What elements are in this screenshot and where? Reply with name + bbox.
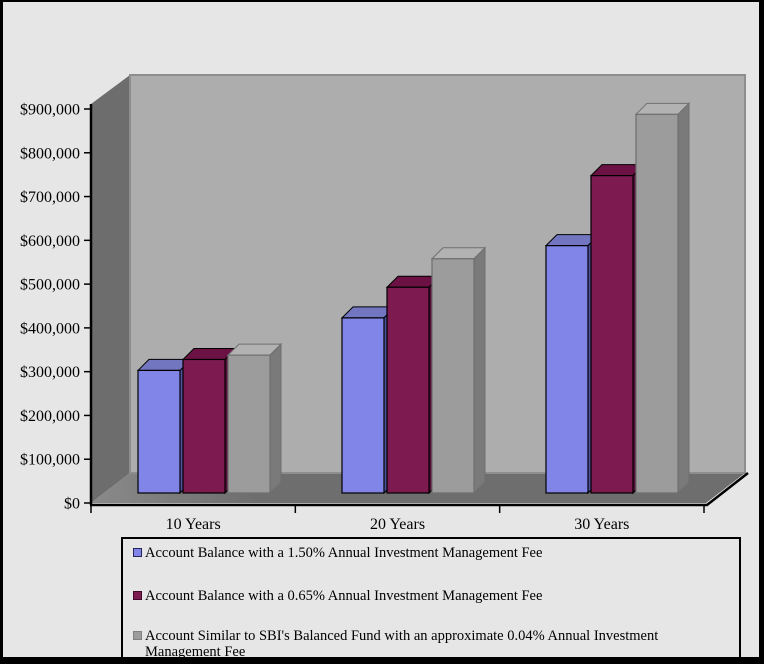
legend-label-series3: Account Similar to SBI's Balanced Fund w… [145, 628, 659, 660]
legend-label-series2: Account Balance with a 0.65% Annual Inve… [145, 588, 543, 604]
bar-series1-10-years [137, 369, 181, 494]
side-wall [91, 75, 130, 503]
bar-series3-20-years-side [473, 246, 486, 495]
y-tick-label: $900,000 [20, 102, 80, 119]
bar-series3-30-years [635, 113, 679, 494]
legend-swatch-series2-icon [133, 591, 142, 600]
chart-plot-area: $0 $100,000 $200,000 $300,000 $400,000 $500,0… [20, 74, 749, 533]
bar-series3-20-years [431, 258, 475, 494]
legend-swatch-series3-icon [133, 631, 142, 640]
y-tick-label: $400,000 [20, 320, 80, 337]
bar-series3-30-years-side [677, 102, 690, 495]
bar-series1-30-years [545, 245, 589, 494]
bar-series3-10-years-side [269, 342, 282, 495]
chart-legend: Account Balance with a 1.50% Annual Inve… [121, 537, 741, 660]
legend-entry-2: Account Balance with a 0.65% Annual Inve… [133, 588, 733, 604]
legend-swatch-series1-icon [133, 548, 142, 557]
bar-series1-20-years [341, 317, 385, 494]
y-tick-label: $500,000 [20, 277, 80, 294]
y-tick-label: $300,000 [20, 364, 80, 381]
bar-series2-30-years [590, 175, 634, 494]
x-category-label: 10 Years [166, 516, 221, 533]
y-tick-label: $700,000 [20, 189, 80, 206]
legend-label-series1: Account Balance with a 1.50% Annual Inve… [145, 545, 543, 561]
y-tick-label: $200,000 [20, 408, 80, 425]
legend-entry-3: Account Similar to SBI's Balanced Fund w… [133, 628, 733, 660]
chart-background: $0 $100,000 $200,000 $300,000 $400,000 $500,0… [3, 2, 759, 660]
legend-entry-1: Account Balance with a 1.50% Annual Inve… [133, 545, 733, 561]
x-category-label: 20 Years [370, 516, 425, 533]
y-tick-label: $600,000 [20, 233, 80, 250]
bar-series2-10-years [182, 358, 226, 494]
y-tick-label: $0 [64, 496, 80, 513]
bar-series2-20-years [386, 286, 430, 494]
bar-series3-10-years [227, 354, 271, 494]
y-tick-label: $800,000 [20, 145, 80, 162]
x-category-label: 30 Years [574, 516, 629, 533]
y-tick-label: $100,000 [20, 452, 80, 469]
